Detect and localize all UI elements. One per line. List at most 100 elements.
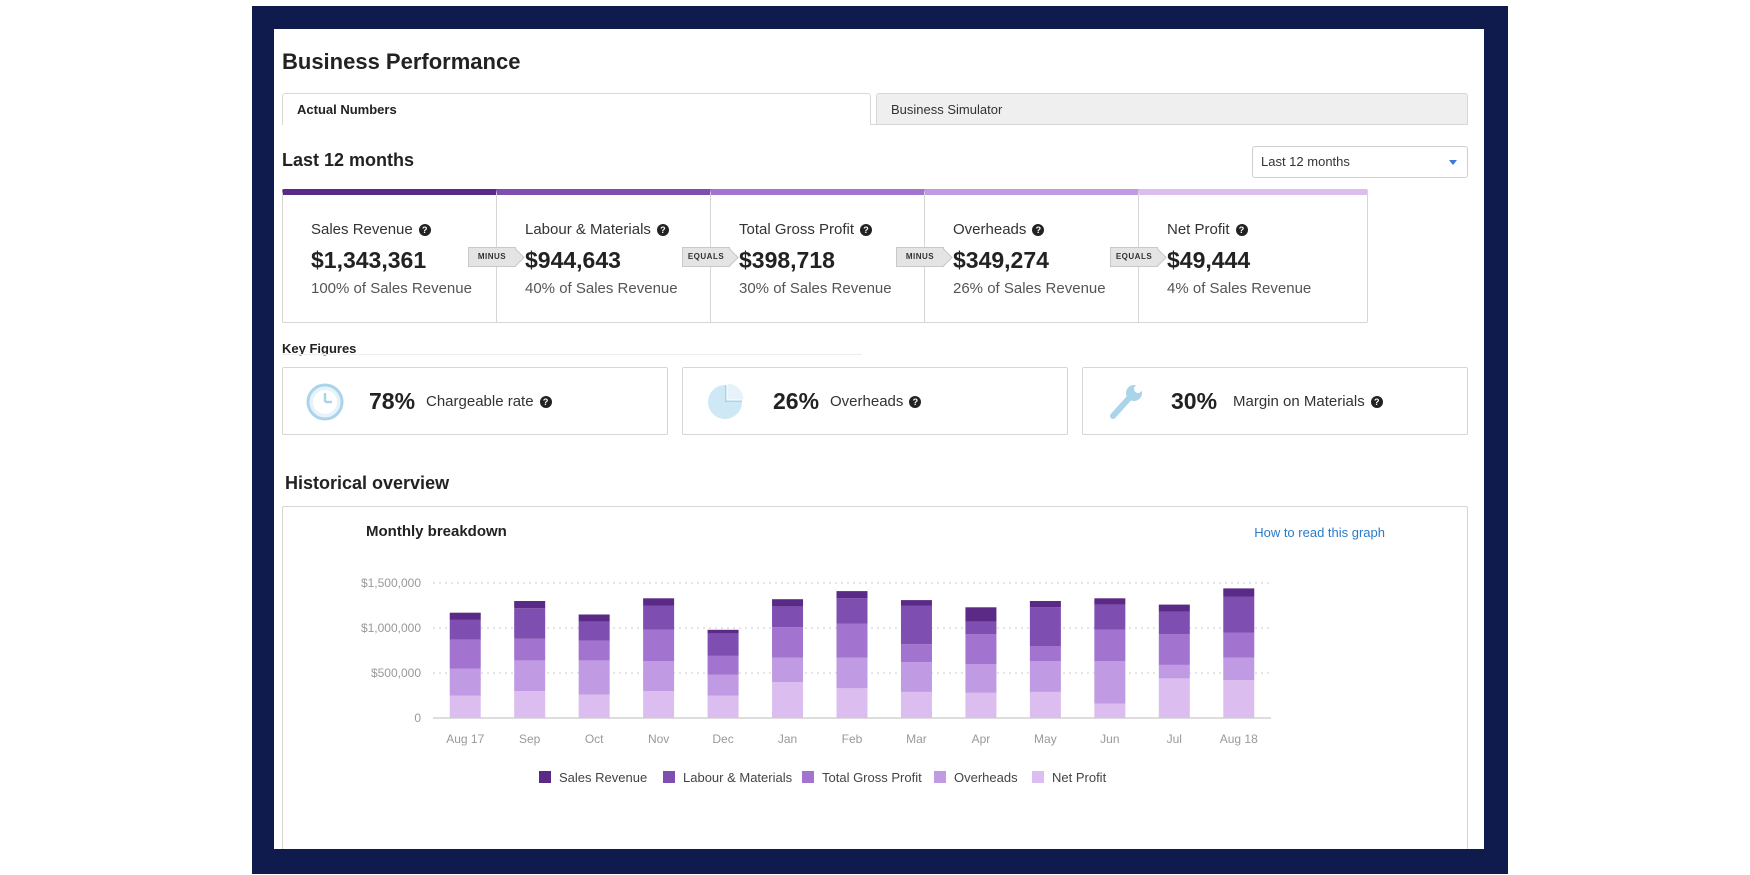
bar-segment	[1094, 629, 1126, 662]
clock-icon	[306, 383, 344, 421]
bar-segment	[514, 608, 546, 639]
bar-segment	[643, 661, 675, 691]
bar-segment	[836, 688, 868, 718]
bar-segment	[578, 694, 610, 718]
bar-segment	[1223, 680, 1255, 718]
bar-segment	[836, 623, 868, 658]
x-tick-label: Nov	[648, 732, 669, 746]
kpi-label: Overheads?	[953, 221, 1045, 238]
x-tick-label: Aug 17	[446, 732, 484, 746]
legend-label: Sales Revenue	[559, 770, 647, 785]
dashboard-panel: Business Performance Actual Numbers Busi…	[274, 29, 1484, 849]
help-icon[interactable]: ?	[1370, 396, 1383, 408]
bar-segment	[707, 674, 739, 696]
bar-segment	[514, 691, 546, 718]
operator-minus: MINUS	[468, 247, 516, 267]
legend-label: Labour & Materials	[683, 770, 793, 785]
legend-swatch	[539, 771, 551, 783]
bar-segment	[514, 638, 546, 661]
x-tick-label: Feb	[842, 732, 863, 746]
bar-segment	[514, 601, 546, 609]
bar-segment	[707, 629, 739, 634]
kpi-value: $398,718	[739, 247, 835, 273]
kpi-card-sales-revenue: Sales Revenue? $1,343,361 100% of Sales …	[282, 189, 512, 323]
kpi-share: 4% of Sales Revenue	[1167, 280, 1312, 297]
legend-swatch	[934, 771, 946, 783]
x-tick-label: Jan	[778, 732, 797, 746]
bar-segment	[1029, 601, 1061, 608]
kpi-share: 100% of Sales Revenue	[311, 280, 472, 297]
bar-segment	[900, 605, 932, 645]
bar-segment	[965, 634, 997, 664]
bar-segment	[707, 655, 739, 675]
kpi-share: 30% of Sales Revenue	[739, 280, 892, 297]
bar-segment	[449, 619, 481, 640]
bar-segment	[965, 607, 997, 622]
bar-segment	[1223, 596, 1255, 633]
help-icon[interactable]: ?	[1235, 224, 1248, 236]
bar-segment	[449, 639, 481, 669]
page-title: Business Performance	[282, 49, 521, 74]
help-icon[interactable]: ?	[1032, 224, 1045, 236]
bar-segment	[1158, 634, 1190, 665]
tab-business-simulator[interactable]: Business Simulator	[876, 93, 1468, 125]
bar-segment	[772, 606, 804, 628]
help-icon[interactable]: ?	[418, 224, 431, 236]
bar-segment	[965, 692, 997, 718]
bar-segment	[1094, 604, 1126, 630]
historical-overview-title: Historical overview	[285, 473, 450, 493]
y-tick-label: $500,000	[371, 666, 421, 680]
help-icon[interactable]: ?	[860, 224, 873, 236]
bar-segment	[836, 657, 868, 689]
bar-segment	[900, 662, 932, 692]
chevron-down-icon	[1449, 160, 1457, 165]
bar-segment	[772, 599, 804, 607]
x-tick-label: Jun	[1100, 732, 1119, 746]
bar-segment	[900, 691, 932, 718]
bar-segment	[1029, 661, 1061, 692]
bar-segment	[772, 657, 804, 682]
bar-segment	[1094, 703, 1126, 718]
key-figure-overheads: 26% Overheads?	[682, 367, 1068, 435]
bar-segment	[1158, 664, 1190, 679]
bar-segment	[836, 591, 868, 599]
bar-segment	[772, 627, 804, 658]
key-figure-margin-on-materials: 30% Margin on Materials?	[1082, 367, 1468, 435]
kpi-value: $349,274	[953, 247, 1049, 273]
key-figure-chargeable-rate: 78% Chargeable rate?	[282, 367, 668, 435]
x-tick-label: May	[1034, 732, 1057, 746]
key-figure-label: Overheads?	[830, 393, 922, 410]
help-icon[interactable]: ?	[909, 396, 922, 408]
bar-segment	[1158, 611, 1190, 635]
bar-segment	[965, 664, 997, 693]
tab-actual-numbers[interactable]: Actual Numbers	[282, 93, 871, 125]
bar-segment	[578, 621, 610, 641]
x-tick-label: Apr	[972, 732, 991, 746]
bar-segment	[1029, 691, 1061, 718]
x-tick-label: Sep	[519, 732, 541, 746]
bar-segment	[707, 695, 739, 718]
help-icon[interactable]: ?	[656, 224, 669, 236]
how-to-read-link[interactable]: How to read this graph	[1254, 525, 1385, 540]
bar-segment	[1029, 607, 1061, 646]
bar-segment	[1158, 678, 1190, 718]
bar-segment	[578, 614, 610, 622]
period-select[interactable]: Last 12 months	[1252, 146, 1468, 178]
y-tick-label: $1,500,000	[361, 576, 421, 590]
help-icon[interactable]: ?	[539, 396, 552, 408]
bar-segment	[643, 605, 675, 630]
x-tick-label: Dec	[712, 732, 733, 746]
bar-segment	[965, 621, 997, 635]
bar-segment	[643, 598, 675, 606]
legend-swatch	[802, 771, 814, 783]
period-select-value: Last 12 months	[1261, 154, 1350, 169]
chart-title: Monthly breakdown	[366, 523, 507, 540]
bar-segment	[900, 644, 932, 663]
bar-segment	[836, 598, 868, 624]
y-tick-label: $1,000,000	[361, 621, 421, 635]
x-tick-label: Jul	[1167, 732, 1182, 746]
bar-segment	[707, 633, 739, 656]
x-tick-label: Aug 18	[1220, 732, 1258, 746]
kpi-share: 40% of Sales Revenue	[525, 280, 678, 297]
bar-segment	[1094, 598, 1126, 605]
